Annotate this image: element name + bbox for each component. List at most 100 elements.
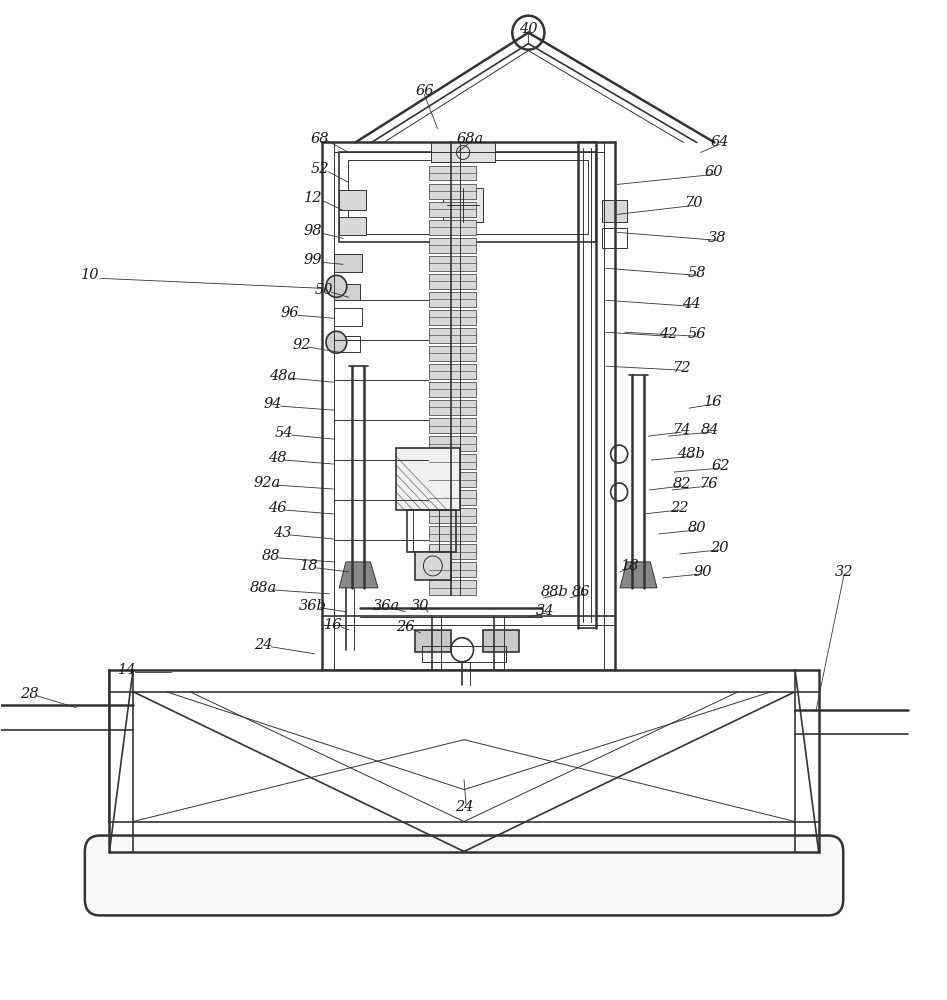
Text: 24: 24 — [455, 800, 474, 814]
Bar — [429, 328, 476, 343]
Bar — [429, 364, 476, 379]
Text: 38: 38 — [708, 231, 726, 245]
Bar — [429, 436, 476, 451]
Text: 84: 84 — [701, 423, 719, 437]
Text: 68a: 68a — [456, 132, 483, 146]
Text: 74: 74 — [672, 423, 690, 437]
Text: 14: 14 — [118, 663, 136, 677]
Text: 48b: 48b — [677, 447, 705, 461]
Text: 24: 24 — [255, 638, 273, 652]
Text: 88b: 88b — [541, 585, 569, 599]
Text: 42: 42 — [659, 327, 677, 341]
Text: 99: 99 — [303, 253, 322, 267]
Text: 98: 98 — [303, 224, 322, 238]
Text: 34: 34 — [536, 604, 555, 618]
Bar — [429, 454, 476, 469]
Bar — [339, 152, 597, 242]
Text: 76: 76 — [699, 477, 717, 491]
Text: 58: 58 — [688, 266, 706, 280]
Text: 82: 82 — [672, 477, 690, 491]
Bar — [431, 142, 495, 162]
Text: 16: 16 — [705, 395, 723, 409]
Text: 68: 68 — [311, 132, 330, 146]
Bar — [429, 310, 476, 325]
Text: 80: 80 — [688, 521, 706, 535]
Text: 48: 48 — [268, 451, 286, 465]
Text: 22: 22 — [670, 501, 688, 515]
Text: 70: 70 — [685, 196, 703, 210]
Text: 16: 16 — [324, 618, 343, 632]
Bar — [429, 526, 476, 541]
Bar — [429, 508, 476, 523]
Bar — [429, 418, 476, 433]
Text: 36b: 36b — [299, 599, 327, 613]
Bar — [339, 190, 366, 210]
Text: 92: 92 — [292, 338, 311, 352]
Text: 96: 96 — [281, 306, 299, 320]
Bar — [602, 200, 627, 222]
Bar — [415, 552, 451, 580]
Bar — [429, 238, 476, 253]
Circle shape — [326, 275, 347, 297]
Bar — [429, 544, 476, 559]
Text: 43: 43 — [274, 526, 292, 540]
Bar — [429, 220, 476, 235]
Bar — [429, 490, 476, 505]
Text: 72: 72 — [672, 361, 690, 375]
Text: 94: 94 — [264, 397, 282, 411]
Text: 62: 62 — [712, 459, 730, 473]
Bar — [429, 292, 476, 307]
Bar — [333, 336, 360, 352]
Text: 36a: 36a — [373, 599, 401, 613]
Text: 32: 32 — [835, 565, 853, 579]
Bar — [602, 228, 627, 248]
Text: 52: 52 — [311, 162, 330, 176]
Bar — [429, 166, 476, 180]
Circle shape — [326, 331, 347, 353]
Bar — [429, 382, 476, 397]
Bar — [429, 400, 476, 415]
Bar — [429, 472, 476, 487]
Text: 64: 64 — [710, 135, 728, 149]
Text: 28: 28 — [20, 687, 38, 701]
Text: 26: 26 — [396, 620, 415, 634]
Text: 56: 56 — [688, 327, 706, 341]
Polygon shape — [620, 562, 657, 588]
Text: 18: 18 — [299, 559, 318, 573]
Bar — [422, 646, 506, 662]
Bar — [407, 510, 456, 552]
Text: 46: 46 — [268, 501, 286, 515]
Bar — [333, 254, 362, 272]
Polygon shape — [339, 562, 378, 588]
Text: 44: 44 — [682, 297, 700, 311]
Text: 20: 20 — [710, 541, 728, 555]
Bar — [429, 580, 476, 595]
Text: 10: 10 — [81, 268, 99, 282]
Text: 54: 54 — [276, 426, 294, 440]
Text: 50: 50 — [314, 283, 333, 297]
Bar — [429, 346, 476, 361]
Text: 66: 66 — [415, 84, 434, 98]
Text: 60: 60 — [705, 165, 723, 179]
Text: 86: 86 — [572, 585, 591, 599]
Text: 48a: 48a — [269, 369, 296, 383]
Text: 30: 30 — [411, 599, 430, 613]
Bar — [429, 184, 476, 199]
Text: 92a: 92a — [254, 476, 281, 490]
Bar — [333, 284, 360, 300]
Bar — [348, 160, 588, 234]
FancyBboxPatch shape — [85, 836, 843, 915]
Bar — [429, 562, 476, 577]
Bar — [429, 202, 476, 217]
Text: 88: 88 — [262, 549, 280, 563]
Bar — [429, 256, 476, 271]
Bar — [333, 308, 362, 326]
Bar — [415, 630, 451, 652]
Bar — [396, 448, 460, 510]
Bar — [429, 274, 476, 289]
Bar — [339, 217, 366, 235]
Bar — [443, 188, 483, 222]
Text: 40: 40 — [519, 22, 538, 36]
Text: 88a: 88a — [250, 581, 277, 595]
Text: 12: 12 — [303, 191, 322, 205]
